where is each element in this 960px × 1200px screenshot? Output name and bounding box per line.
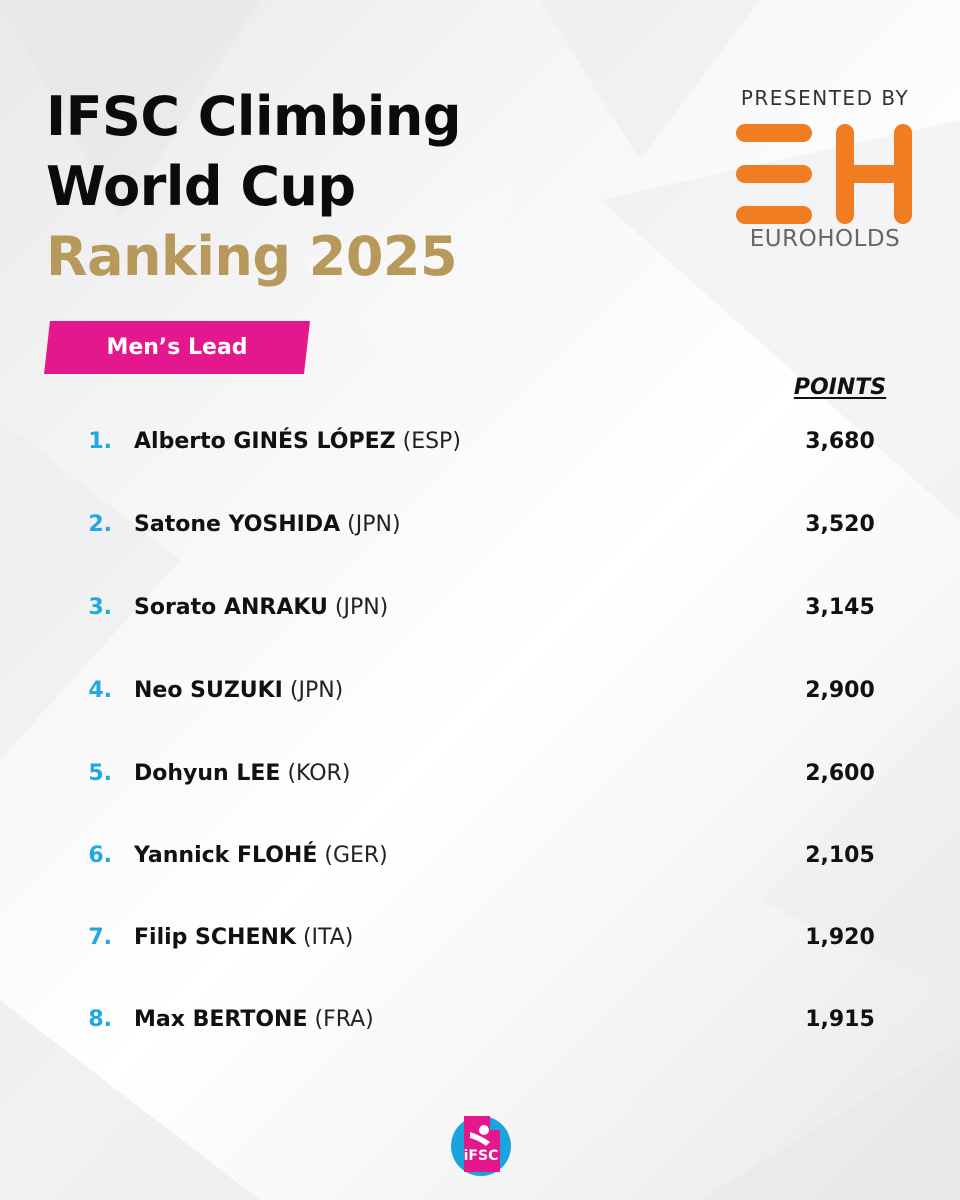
athlete-name: Max BERTONE bbox=[134, 1007, 308, 1032]
athlete: Dohyun LEE (KOR) bbox=[134, 749, 350, 799]
rank-number: 1. bbox=[88, 429, 112, 454]
ranking-row: 8. Max BERTONE (FRA) 1,915 bbox=[0, 995, 960, 1045]
ranking-row: 7. Filip SCHENK (ITA) 1,920 bbox=[0, 913, 960, 963]
athlete-points: 2,105 bbox=[805, 843, 875, 868]
athlete-name: Yannick FLOHÉ bbox=[134, 843, 318, 868]
athlete-name: Satone YOSHIDA bbox=[134, 512, 341, 537]
athlete-points: 2,600 bbox=[805, 761, 875, 786]
ranking-row: 3. Sorato ANRAKU (JPN) 3,145 bbox=[0, 583, 960, 633]
athlete-points: 3,680 bbox=[805, 429, 875, 454]
athlete: Filip SCHENK (ITA) bbox=[134, 913, 353, 963]
athlete: Neo SUZUKI (JPN) bbox=[134, 666, 343, 716]
athlete-name: Neo SUZUKI bbox=[134, 678, 283, 703]
title-line-3: Ranking 2025 bbox=[46, 225, 458, 288]
athlete-points: 3,520 bbox=[805, 512, 875, 537]
ifsc-logo-icon: iFSC bbox=[444, 1112, 518, 1176]
athlete-name: Alberto GINÉS LÓPEZ bbox=[134, 429, 396, 454]
athlete-points: 3,145 bbox=[805, 595, 875, 620]
ranking-row: 5. Dohyun LEE (KOR) 2,600 bbox=[0, 749, 960, 799]
athlete-points: 1,915 bbox=[805, 1007, 875, 1032]
athlete-country: (ESP) bbox=[402, 429, 461, 454]
athlete-name: Filip SCHENK bbox=[134, 925, 296, 950]
athlete-country: (GER) bbox=[324, 843, 388, 868]
ranking-row: 6. Yannick FLOHÉ (GER) 2,105 bbox=[0, 831, 960, 881]
eh-logo-icon bbox=[736, 124, 912, 224]
rank-number: 5. bbox=[88, 761, 112, 786]
rank-number: 6. bbox=[88, 843, 112, 868]
ranking-row: 2. Satone YOSHIDA (JPN) 3,520 bbox=[0, 500, 960, 550]
athlete-points: 1,920 bbox=[805, 925, 875, 950]
athlete-country: (FRA) bbox=[314, 1007, 374, 1032]
category-badge: Men’s Lead bbox=[44, 321, 310, 374]
rank-number: 7. bbox=[88, 925, 112, 950]
athlete: Max BERTONE (FRA) bbox=[134, 995, 374, 1045]
presented-by-label: PRESENTED BY bbox=[740, 86, 910, 110]
title-line-2: World Cup bbox=[46, 155, 356, 218]
athlete-country: (JPN) bbox=[289, 678, 344, 703]
ranking-row: 4. Neo SUZUKI (JPN) 2,900 bbox=[0, 666, 960, 716]
athlete: Satone YOSHIDA (JPN) bbox=[134, 500, 401, 550]
title-line-1: IFSC Climbing bbox=[46, 85, 461, 148]
athlete-country: (JPN) bbox=[347, 512, 401, 537]
ifsc-logo-text: iFSC bbox=[463, 1148, 499, 1164]
rank-number: 2. bbox=[88, 512, 112, 537]
athlete: Alberto GINÉS LÓPEZ (ESP) bbox=[134, 417, 461, 467]
athlete-points: 2,900 bbox=[805, 678, 875, 703]
athlete: Yannick FLOHÉ (GER) bbox=[134, 831, 388, 881]
points-column-header: POINTS bbox=[793, 375, 887, 400]
rank-number: 8. bbox=[88, 1007, 112, 1032]
athlete-country: (JPN) bbox=[334, 595, 389, 620]
rank-number: 4. bbox=[88, 678, 112, 703]
athlete-name: Sorato ANRAKU bbox=[134, 595, 328, 620]
athlete-name: Dohyun LEE bbox=[134, 761, 281, 786]
rank-number: 3. bbox=[88, 595, 112, 620]
euroholds-wordmark: EUROHOLDS bbox=[749, 226, 901, 252]
page-title: IFSC Climbing World Cup Ranking 2025 bbox=[46, 82, 461, 292]
athlete: Sorato ANRAKU (JPN) bbox=[134, 583, 388, 633]
athlete-country: (ITA) bbox=[302, 925, 354, 950]
ranking-row: 1. Alberto GINÉS LÓPEZ (ESP) 3,680 bbox=[0, 417, 960, 467]
athlete-country: (KOR) bbox=[287, 761, 351, 786]
category-label: Men’s Lead bbox=[106, 335, 248, 360]
